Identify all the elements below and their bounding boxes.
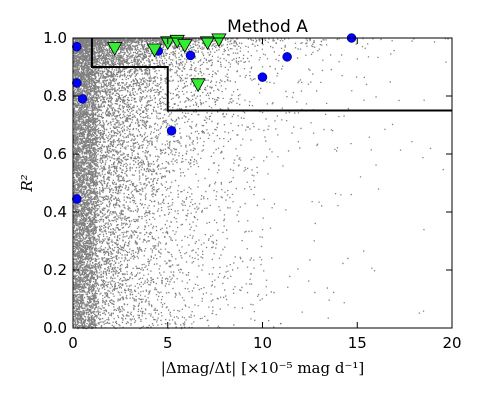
selection-boundary (90, 38, 452, 112)
green-triangle-point (211, 33, 227, 48)
background-point-cloud (73, 38, 449, 330)
y-tick-label: 0.8 (43, 87, 67, 105)
y-tick-label: 1.0 (43, 29, 67, 47)
blue-point (257, 72, 268, 82)
green-triangle-point (190, 78, 206, 93)
x-tick-label: 10 (253, 334, 272, 352)
green-triangle-point (177, 39, 193, 54)
green-triangle-point (107, 42, 123, 56)
blue-point (282, 52, 292, 62)
x-axis-label: |Δmag/Δt| [×10⁻⁵ mag d⁻¹] (161, 359, 365, 377)
blue-point (77, 94, 88, 104)
background-point-cloud-marks (73, 38, 449, 330)
blue-point (185, 50, 196, 61)
x-tick-label: 20 (442, 334, 461, 352)
y-tick-label: 0.6 (43, 145, 67, 163)
blue-point (72, 78, 82, 88)
x-tick-label: 5 (163, 334, 173, 352)
chart-title: Method A (227, 17, 308, 37)
y-axis-label: R² (18, 174, 36, 192)
axis-tick-labels: 0 5 10 15 20 0.0 0.2 0.4 0.6 0.8 1.0 (43, 29, 461, 352)
x-tick-label: 0 (68, 334, 78, 352)
x-tick-label: 15 (348, 334, 367, 352)
axis-ticks (72, 37, 453, 329)
green-triangle-point (199, 36, 216, 51)
blue-point (72, 41, 82, 52)
blue-point (72, 194, 82, 204)
green-triangle-point (146, 43, 163, 58)
blue-point (166, 126, 177, 136)
boundary-line (90, 38, 452, 112)
y-tick-label: 0.0 (43, 319, 67, 337)
y-tick-label: 0.4 (43, 203, 67, 221)
highlighted-series (72, 33, 357, 204)
y-tick-label: 0.2 (43, 261, 67, 279)
